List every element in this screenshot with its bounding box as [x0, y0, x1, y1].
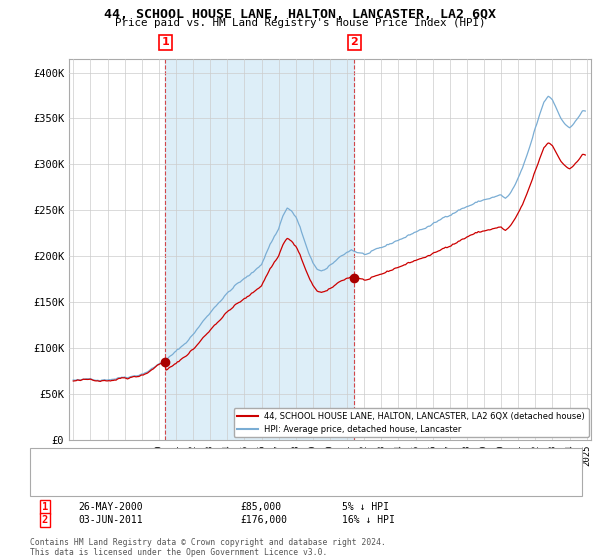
- Text: ───: ───: [48, 450, 75, 460]
- Text: 1: 1: [161, 38, 169, 48]
- Text: 44, SCHOOL HOUSE LANE, HALTON, LANCASTER, LA2 6QX (detached house): 44, SCHOOL HOUSE LANE, HALTON, LANCASTER…: [87, 450, 442, 459]
- Text: 2: 2: [42, 515, 48, 525]
- Legend: 44, SCHOOL HOUSE LANE, HALTON, LANCASTER, LA2 6QX (detached house), HPI: Average: 44, SCHOOL HOUSE LANE, HALTON, LANCASTER…: [233, 408, 589, 437]
- Text: Price paid vs. HM Land Registry's House Price Index (HPI): Price paid vs. HM Land Registry's House …: [115, 18, 485, 29]
- Text: Contains HM Land Registry data © Crown copyright and database right 2024.
This d: Contains HM Land Registry data © Crown c…: [30, 538, 386, 557]
- Text: 5% ↓ HPI: 5% ↓ HPI: [342, 502, 389, 512]
- Text: 03-JUN-2011: 03-JUN-2011: [78, 515, 143, 525]
- Text: £85,000: £85,000: [240, 502, 281, 512]
- Text: 26-MAY-2000: 26-MAY-2000: [78, 502, 143, 512]
- Text: £176,000: £176,000: [240, 515, 287, 525]
- Bar: [166, 59, 355, 440]
- Text: ───: ───: [48, 461, 75, 471]
- Text: 1: 1: [42, 502, 48, 512]
- Text: 44, SCHOOL HOUSE LANE, HALTON, LANCASTER, LA2 6QX: 44, SCHOOL HOUSE LANE, HALTON, LANCASTER…: [104, 8, 496, 21]
- Text: 2: 2: [350, 38, 358, 48]
- Text: 16% ↓ HPI: 16% ↓ HPI: [342, 515, 395, 525]
- Text: HPI: Average price, detached house, Lancaster: HPI: Average price, detached house, Lanc…: [87, 461, 329, 470]
